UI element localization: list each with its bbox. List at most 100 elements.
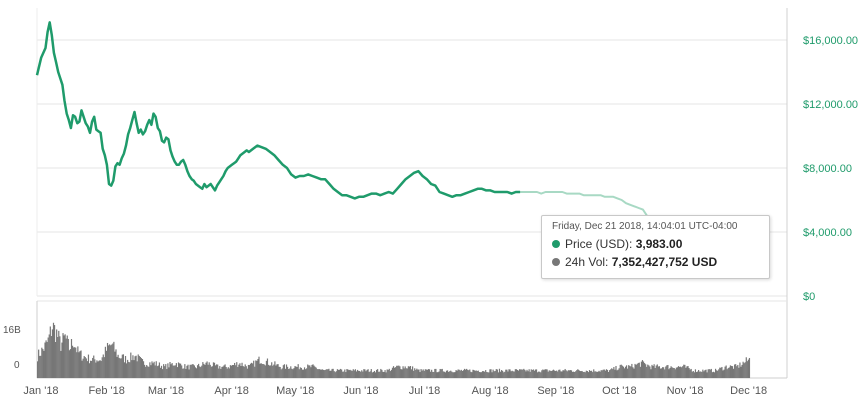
volume-bar xyxy=(82,358,84,378)
volume-bar xyxy=(37,361,39,378)
volume-bar xyxy=(599,371,601,378)
volume-bar xyxy=(709,369,711,378)
volume-bar xyxy=(466,368,468,378)
volume-bar xyxy=(480,372,483,378)
volume-bar xyxy=(115,349,117,378)
volume-bar xyxy=(564,368,566,378)
volume-bar xyxy=(401,369,403,378)
volume-bar xyxy=(445,370,448,378)
volume-bar xyxy=(611,368,613,378)
volume-bar xyxy=(548,370,550,378)
volume-bar xyxy=(517,370,520,378)
price-tick-label: $16,000.00 xyxy=(803,35,858,47)
volume-bar xyxy=(51,329,54,378)
volume-bar xyxy=(117,354,119,378)
volume-bar xyxy=(636,363,638,378)
volume-bar xyxy=(701,371,703,378)
volume-bar xyxy=(156,366,158,378)
volume-bar xyxy=(148,366,150,378)
volume-bar xyxy=(168,367,170,378)
volume-bar xyxy=(560,371,562,378)
volume-bar xyxy=(342,371,344,378)
volume-bar xyxy=(525,371,527,378)
volume-bar xyxy=(160,365,163,378)
volume-bar xyxy=(634,363,636,378)
volume-bar xyxy=(325,369,327,378)
volume-bar xyxy=(669,367,671,378)
volume-bar xyxy=(576,370,578,378)
volume-bar xyxy=(633,368,635,378)
volume-bar xyxy=(361,370,363,378)
volume-bar xyxy=(301,369,304,378)
volume-bar xyxy=(482,371,485,378)
volume-bar xyxy=(451,371,453,378)
volume-bar xyxy=(506,369,508,378)
volume-bar xyxy=(261,363,263,378)
volume-bar xyxy=(372,371,375,378)
volume-bar xyxy=(552,369,555,378)
volume-bar xyxy=(224,364,226,378)
volume-bar xyxy=(195,368,198,378)
volume-bar xyxy=(379,371,381,378)
volume-bar xyxy=(276,364,278,378)
volume-bar xyxy=(512,371,514,378)
volume-bar xyxy=(507,371,509,378)
volume-bar xyxy=(571,371,574,378)
volume-bar xyxy=(205,362,207,378)
volume-bar xyxy=(71,345,74,378)
volume-bar xyxy=(692,371,694,378)
volume-bar xyxy=(621,365,623,378)
volume-bar xyxy=(359,370,361,378)
volume-bar xyxy=(191,364,193,378)
volume-bar xyxy=(187,364,189,378)
volume-bar xyxy=(680,366,682,378)
volume-bar xyxy=(738,367,740,378)
volume-bar xyxy=(305,369,307,378)
volume-bar xyxy=(58,330,60,378)
volume-bar xyxy=(708,369,710,378)
x-tick-label: May '18 xyxy=(276,385,314,397)
volume-bar xyxy=(299,367,301,378)
volume-bar xyxy=(293,368,295,378)
volume-bar xyxy=(105,350,108,378)
tooltip-volume-label: 24h Vol: xyxy=(565,255,609,269)
volume-bar xyxy=(706,372,708,378)
volume-bar xyxy=(612,369,614,378)
volume-bar xyxy=(467,369,469,378)
volume-bar xyxy=(403,368,405,378)
volume-bar xyxy=(192,364,194,378)
volume-bar xyxy=(419,372,421,378)
volume-bar xyxy=(458,369,460,378)
volume-bar xyxy=(198,363,200,378)
x-tick-label: Aug '18 xyxy=(472,385,509,397)
volume-bar xyxy=(688,368,690,378)
volume-bar xyxy=(317,369,319,378)
volume-bar xyxy=(524,369,526,378)
volume-bar xyxy=(705,369,707,378)
volume-bar xyxy=(142,361,145,378)
tooltip-volume-row: 24h Vol: 7,352,427,752 USD xyxy=(552,253,759,271)
volume-bar xyxy=(225,366,227,378)
volume-bar xyxy=(460,369,462,378)
volume-bar xyxy=(642,361,645,378)
volume-bar xyxy=(362,371,364,378)
volume-bar xyxy=(66,335,68,378)
volume-bar xyxy=(147,366,149,378)
volume-bar xyxy=(412,366,414,378)
volume-bar xyxy=(273,364,275,378)
volume-bar xyxy=(444,372,447,378)
volume-bar xyxy=(339,368,342,378)
volume-bar xyxy=(229,365,231,378)
volume-bar xyxy=(698,369,700,378)
volume-bar xyxy=(695,372,698,378)
volume-bar xyxy=(508,369,510,378)
volume-bar xyxy=(79,351,81,378)
volume-bar xyxy=(124,355,127,378)
volume-bar xyxy=(41,347,43,378)
volume-bar xyxy=(726,369,728,378)
volume-bar xyxy=(543,370,545,378)
volume-bar xyxy=(388,368,390,378)
volume-bar xyxy=(211,366,213,378)
volume-bar xyxy=(89,360,92,378)
